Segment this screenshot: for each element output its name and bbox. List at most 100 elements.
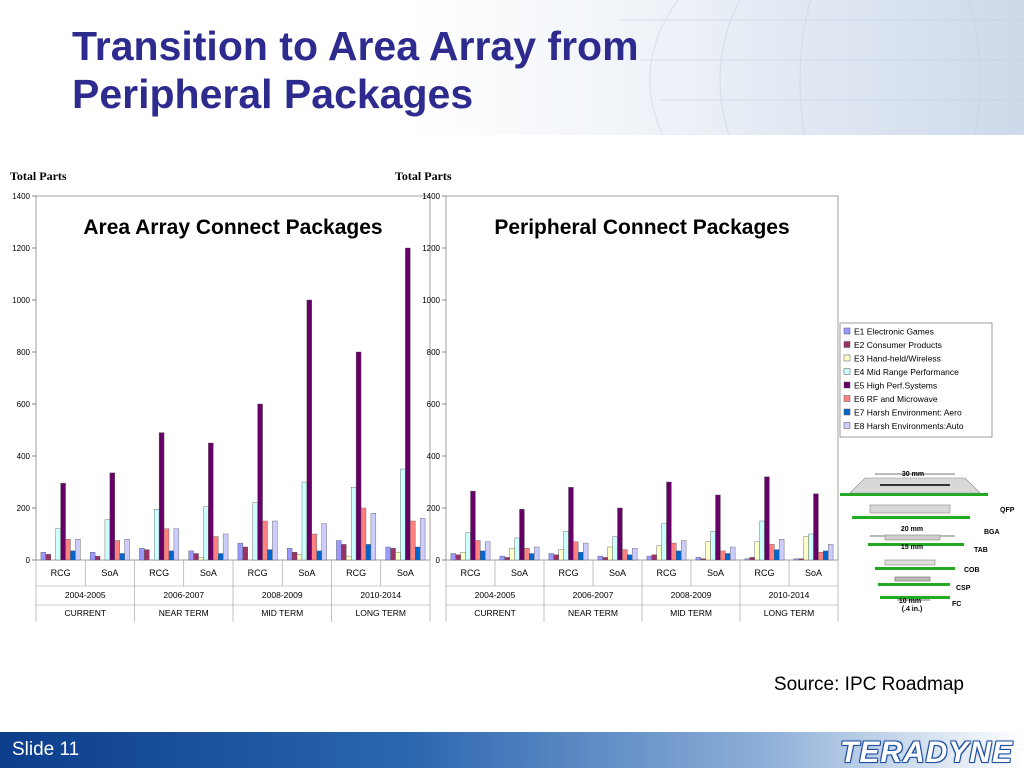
bar <box>720 550 726 561</box>
y-tick-label: 0 <box>26 556 31 565</box>
header-background <box>0 0 1024 135</box>
bar <box>222 533 229 561</box>
package-size-diagram: 30 mm 20 mm 15 mm 10 mm(.4 in.) QFP BGA TAB COB… <box>840 471 1015 613</box>
tab-package <box>884 534 941 541</box>
bar <box>237 542 244 561</box>
bar <box>119 553 125 561</box>
x-term-label: NEAR TERM <box>159 608 209 618</box>
bar <box>568 487 574 561</box>
y-tick-label: 200 <box>17 504 31 513</box>
bar <box>455 554 461 561</box>
bar <box>612 536 618 561</box>
y-tick-label: 400 <box>427 452 441 461</box>
bar <box>769 544 775 561</box>
legend-label: E8 Harsh Environments:Auto <box>854 421 964 431</box>
bar <box>548 553 555 561</box>
y-tick-label: 600 <box>17 400 31 409</box>
bar <box>622 549 628 561</box>
bar <box>395 552 401 561</box>
bar <box>208 442 214 561</box>
x-group-label: 2004-2005 <box>475 590 516 600</box>
bar <box>365 544 372 561</box>
bga-package <box>869 504 951 514</box>
cob-board <box>875 567 955 570</box>
bar <box>65 539 71 561</box>
x-tick-label: RCG <box>51 568 71 578</box>
package-type-label: TAB <box>974 547 988 554</box>
slide-number: Slide 11 <box>12 739 80 760</box>
legend-swatch <box>843 327 851 335</box>
legend-swatch <box>843 395 851 402</box>
bar <box>203 506 209 561</box>
x-tick-label: RCG <box>559 568 579 578</box>
dimension-label: (.4 in.) <box>902 606 923 613</box>
fc-board <box>880 596 950 599</box>
legend-swatch <box>843 381 851 389</box>
x-tick-label: SoA <box>298 568 315 578</box>
bar <box>504 557 510 561</box>
x-tick-label: RCG <box>657 568 677 578</box>
x-term-label: NEAR TERM <box>568 608 618 618</box>
bar <box>370 513 377 561</box>
bar <box>671 542 677 561</box>
bar <box>94 555 101 561</box>
bar <box>188 550 194 561</box>
x-term-label: MID TERM <box>261 608 303 618</box>
bar <box>529 553 535 561</box>
bar <box>55 528 61 561</box>
bar <box>480 550 486 561</box>
bar <box>390 548 396 561</box>
bar <box>715 494 721 561</box>
bar <box>475 540 481 561</box>
x-group-label: 2006-2007 <box>573 590 614 600</box>
y-axis-label: Total Parts <box>395 169 452 183</box>
bar <box>499 555 505 561</box>
bar <box>617 507 623 561</box>
bar <box>558 549 564 561</box>
legend-swatch <box>843 354 851 362</box>
bar <box>661 523 667 561</box>
bar <box>597 555 604 561</box>
bar <box>296 554 303 561</box>
bar <box>262 520 268 561</box>
bar <box>341 544 347 561</box>
bar <box>360 507 367 561</box>
x-tick-label: SoA <box>609 568 626 578</box>
bga-board <box>852 516 970 519</box>
bar <box>744 558 751 561</box>
x-tick-label: RCG <box>248 568 268 578</box>
bar <box>651 554 657 561</box>
csp-board <box>878 583 950 586</box>
chart-title: Peripheral Connect Packages <box>494 216 789 239</box>
x-group-label: 2004-2005 <box>65 590 106 600</box>
bar <box>808 533 814 561</box>
x-group-label: 2010-2014 <box>360 590 401 600</box>
legend-label: E7 Harsh Environment: Aero <box>854 408 962 418</box>
bar <box>764 476 770 561</box>
legend-swatch <box>843 368 851 375</box>
bar <box>759 520 765 561</box>
bar <box>60 483 66 561</box>
bar <box>656 545 662 561</box>
x-term-label: LONG TERM <box>356 608 406 618</box>
bar <box>602 557 608 561</box>
legend-label: E5 High Perf.Systems <box>854 381 937 391</box>
bar <box>553 554 559 561</box>
y-tick-label: 1400 <box>12 192 30 201</box>
bar <box>524 548 530 561</box>
package-type-label: COB <box>964 567 980 574</box>
globe-decoration <box>620 0 1024 135</box>
y-tick-label: 1400 <box>422 192 440 201</box>
source-note: Source: IPC Roadmap <box>773 674 964 695</box>
x-group-label: 2008-2009 <box>262 590 303 600</box>
bar <box>774 549 780 561</box>
x-tick-label: SoA <box>805 568 822 578</box>
x-tick-label: SoA <box>511 568 528 578</box>
bar <box>710 531 716 561</box>
bar <box>252 502 258 561</box>
bar <box>306 299 313 561</box>
x-tick-label: RCG <box>755 568 775 578</box>
legend-label: E2 Consumer Products <box>854 340 942 350</box>
bar <box>400 468 406 561</box>
bar <box>578 552 584 561</box>
